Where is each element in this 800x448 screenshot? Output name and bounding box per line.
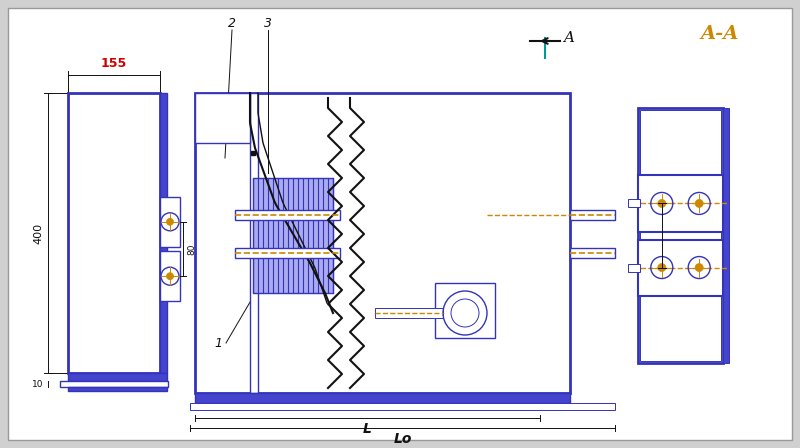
Text: 80: 80 xyxy=(666,231,678,240)
Bar xyxy=(68,387,167,391)
Bar xyxy=(723,108,729,363)
Text: A-A: A-A xyxy=(701,25,739,43)
Bar xyxy=(640,110,721,361)
Circle shape xyxy=(658,263,666,271)
Bar xyxy=(195,93,570,393)
Text: 1: 1 xyxy=(214,336,222,349)
Bar xyxy=(253,178,333,293)
Text: 400: 400 xyxy=(33,223,43,244)
Bar xyxy=(638,176,723,232)
Bar xyxy=(195,93,250,143)
Circle shape xyxy=(695,263,703,271)
Circle shape xyxy=(166,273,174,280)
Text: L: L xyxy=(363,422,372,436)
Text: 3: 3 xyxy=(264,17,272,30)
Circle shape xyxy=(695,199,703,207)
Text: 155: 155 xyxy=(101,57,127,70)
Bar xyxy=(570,210,615,220)
Circle shape xyxy=(658,199,666,207)
Text: 10: 10 xyxy=(31,379,43,388)
Bar xyxy=(570,248,615,258)
Bar xyxy=(628,199,640,207)
Bar xyxy=(638,240,723,296)
Bar xyxy=(628,263,640,271)
Text: A: A xyxy=(563,31,574,45)
Bar xyxy=(235,248,340,258)
Bar xyxy=(68,373,167,381)
Bar xyxy=(160,251,180,302)
Text: 80: 80 xyxy=(187,243,196,255)
Bar xyxy=(160,93,167,373)
Bar xyxy=(60,381,168,387)
Bar xyxy=(190,403,615,410)
Bar xyxy=(160,197,180,247)
Text: 2: 2 xyxy=(228,17,236,30)
Bar xyxy=(195,393,570,403)
Bar xyxy=(235,210,340,220)
Bar xyxy=(638,108,723,363)
Bar xyxy=(250,93,258,393)
Bar xyxy=(375,308,443,318)
Bar xyxy=(435,283,495,338)
Text: Lo: Lo xyxy=(394,432,412,446)
Bar xyxy=(68,93,160,373)
Circle shape xyxy=(166,218,174,225)
